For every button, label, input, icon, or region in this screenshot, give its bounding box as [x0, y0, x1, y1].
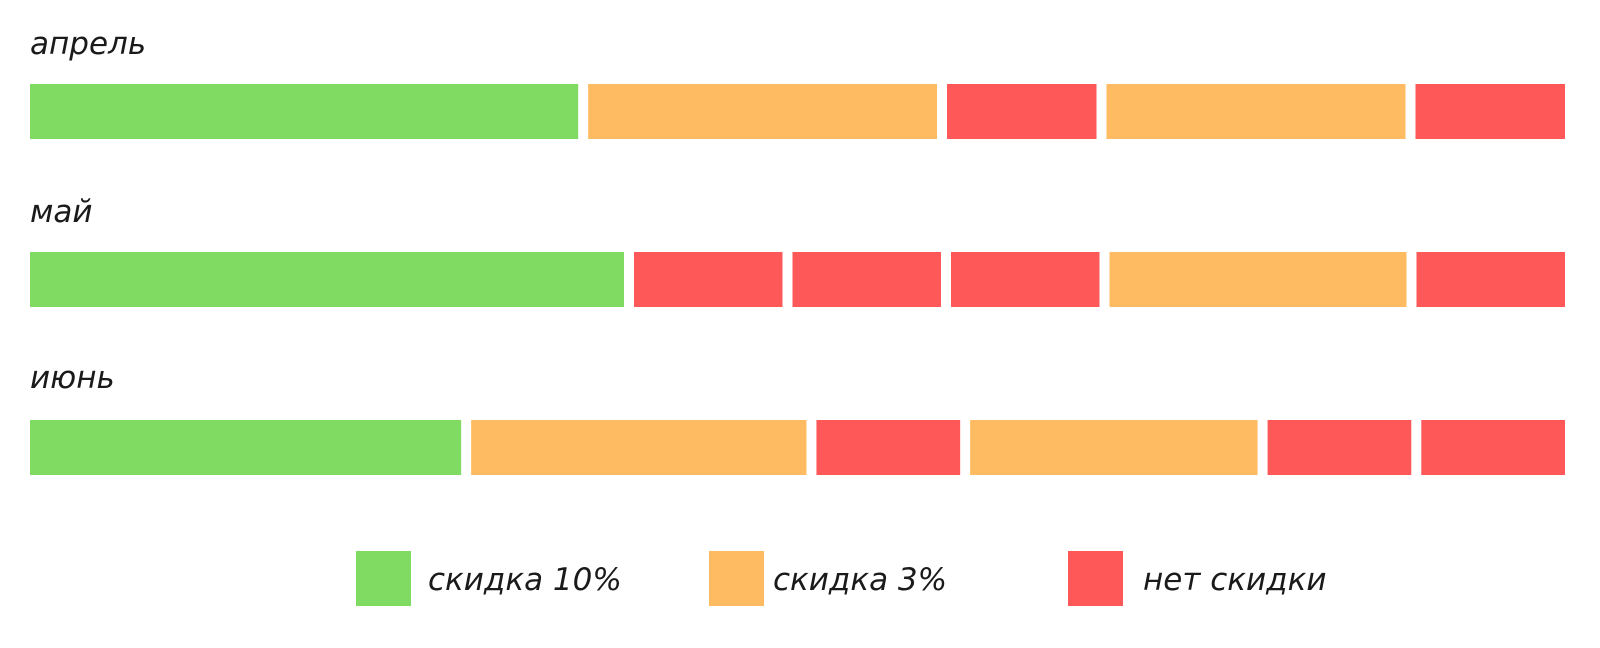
- bar-segment-skidka10: [30, 420, 462, 475]
- bar-segment-net: [1421, 420, 1565, 475]
- row-2: июнь: [30, 360, 1565, 475]
- row-label: апрель: [30, 26, 146, 62]
- row-label: май: [30, 194, 93, 230]
- legend: скидка 10% скидка 3% нет скидки: [356, 551, 1326, 606]
- bar-segment-skidka3: [970, 420, 1258, 475]
- rows-layer: апрель май июнь: [30, 26, 1565, 475]
- legend-swatch: [356, 551, 411, 606]
- legend-item-skidka3: скидка 3%: [709, 551, 947, 606]
- bar-segment-net: [1416, 252, 1565, 307]
- bar-segment-net: [634, 252, 783, 307]
- bar-segment-net: [1267, 420, 1412, 475]
- legend-label: скидка 10%: [428, 562, 622, 598]
- legend-label: нет скидки: [1143, 562, 1326, 598]
- bar-segment-skidka3: [1106, 84, 1406, 139]
- bar-segment-skidka3: [1109, 252, 1407, 307]
- legend-swatch: [709, 551, 764, 606]
- bar-segment-net: [947, 84, 1097, 139]
- bar-segment-net: [816, 420, 961, 475]
- legend-item-net: нет скидки: [1068, 551, 1326, 606]
- legend-label: скидка 3%: [773, 562, 947, 598]
- bar-segment-skidka10: [30, 84, 579, 139]
- legend-swatch: [1068, 551, 1123, 606]
- bar-segment-skidka3: [471, 420, 807, 475]
- row-0: апрель: [30, 26, 1565, 139]
- bar-segment-skidka10: [30, 252, 624, 307]
- row-1: май: [30, 194, 1565, 307]
- bar-segment-net: [951, 252, 1100, 307]
- bar-segment-skidka3: [588, 84, 937, 139]
- bar-segment-net: [792, 252, 941, 307]
- bar-segment-net: [1415, 84, 1565, 139]
- legend-item-skidka10: скидка 10%: [356, 551, 622, 606]
- row-label: июнь: [30, 360, 115, 396]
